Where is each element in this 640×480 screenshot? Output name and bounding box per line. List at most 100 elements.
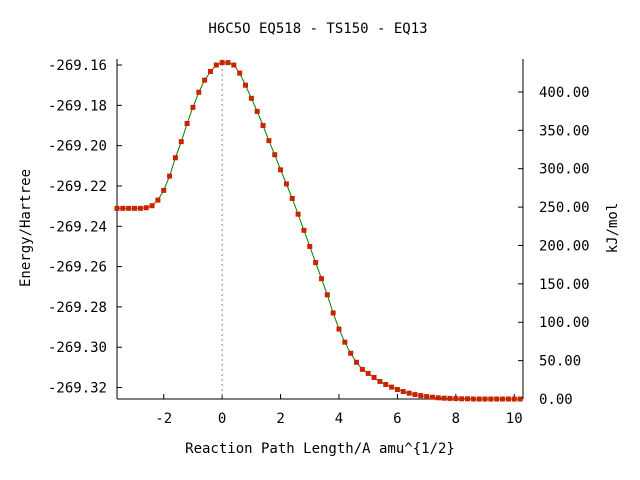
data-point	[470, 396, 476, 402]
data-point	[500, 396, 506, 402]
data-point	[207, 68, 213, 74]
x-tick-label: 6	[393, 411, 401, 427]
data-point	[494, 396, 500, 402]
y2-tick-label: 400.00	[539, 85, 590, 101]
data-point	[511, 396, 517, 402]
data-point	[517, 396, 523, 402]
data-point	[289, 195, 295, 201]
data-point	[482, 396, 488, 402]
data-point	[161, 187, 167, 193]
data-point	[278, 167, 284, 173]
data-point	[132, 205, 138, 211]
data-point	[406, 390, 412, 396]
data-point	[219, 60, 225, 66]
y2-tick-label: 100.00	[539, 315, 590, 331]
data-point	[359, 366, 365, 372]
data-point	[342, 339, 348, 345]
data-point	[412, 392, 418, 398]
data-point	[348, 350, 354, 356]
y-tick-label: -269.24	[48, 219, 107, 235]
data-point	[114, 205, 120, 211]
data-point	[488, 396, 494, 402]
data-point	[243, 82, 249, 88]
data-point	[324, 292, 330, 298]
data-point	[120, 205, 126, 211]
data-point	[184, 120, 190, 126]
y2-tick-label: 350.00	[539, 123, 590, 139]
y-tick-label: -269.22	[48, 179, 107, 195]
data-point	[377, 378, 383, 384]
data-point	[476, 396, 482, 402]
x-tick-label: -2	[155, 411, 172, 427]
data-point	[459, 396, 465, 402]
data-point	[365, 370, 371, 376]
y2-axis-label: kJ/mol	[605, 203, 621, 254]
data-point	[149, 203, 155, 209]
data-point	[394, 387, 400, 393]
data-point	[318, 276, 324, 282]
data-point	[225, 60, 231, 66]
data-point	[453, 396, 459, 402]
data-point	[231, 62, 237, 68]
data-point	[283, 181, 289, 187]
y-tick-label: -269.16	[48, 58, 107, 74]
data-point	[371, 374, 377, 380]
data-point	[336, 326, 342, 332]
data-point	[260, 123, 266, 129]
y-axis-label: Energy/Hartree	[18, 169, 34, 287]
data-point	[383, 381, 389, 387]
y-tick-label: -269.30	[48, 340, 107, 356]
data-point	[143, 205, 149, 211]
series-line	[117, 62, 521, 400]
data-point	[389, 384, 395, 390]
y-tick-label: -269.20	[48, 139, 107, 155]
data-point	[441, 395, 447, 401]
y2-tick-label: 150.00	[539, 277, 590, 293]
data-point	[196, 89, 202, 95]
data-point	[202, 77, 208, 83]
x-axis-label: Reaction Path Length/A amu^{1/2}	[185, 441, 455, 457]
data-point	[178, 139, 184, 145]
y2-tick-label: 300.00	[539, 162, 590, 178]
data-point	[313, 260, 319, 266]
data-point	[424, 394, 430, 400]
data-point	[400, 389, 406, 395]
data-point	[237, 70, 243, 76]
data-point	[465, 396, 471, 402]
x-tick-label: 0	[218, 411, 226, 427]
data-point	[190, 104, 196, 110]
y-tick-label: -269.26	[48, 260, 107, 276]
data-point	[155, 197, 161, 203]
chart-title: H6C5O EQ518 - TS150 - EQ13	[208, 21, 427, 37]
y2-tick-label: 50.00	[539, 354, 581, 370]
plot-area: -2 0 2 4 6 8 10 -269.16 -269.18 -269.20 -269.22 -26…	[48, 58, 590, 427]
y-tick-label: -269.32	[48, 381, 107, 397]
y2-tick-label: 0.00	[539, 392, 573, 408]
data-point	[429, 394, 435, 400]
data-point	[248, 95, 254, 101]
data-point	[301, 227, 307, 233]
x-tick-label: 2	[276, 411, 284, 427]
y-tick-label: -269.18	[48, 98, 107, 114]
data-point	[137, 205, 143, 211]
data-point	[330, 310, 336, 316]
data-point	[266, 138, 272, 144]
data-point	[447, 395, 453, 401]
y2-tick-label: 250.00	[539, 200, 590, 216]
x-tick-label: 4	[335, 411, 343, 427]
data-point	[272, 152, 278, 158]
data-point	[354, 359, 360, 365]
data-point	[435, 395, 441, 401]
data-point	[505, 396, 511, 402]
y2-tick-label: 200.00	[539, 238, 590, 254]
data-point	[307, 243, 313, 249]
y-tick-label: -269.28	[48, 300, 107, 316]
data-point	[295, 211, 301, 217]
data-point	[254, 108, 260, 114]
data-point	[172, 155, 178, 161]
x-tick-label: 10	[506, 411, 523, 427]
data-point	[167, 173, 173, 179]
data-point	[126, 205, 132, 211]
data-point	[213, 62, 219, 68]
